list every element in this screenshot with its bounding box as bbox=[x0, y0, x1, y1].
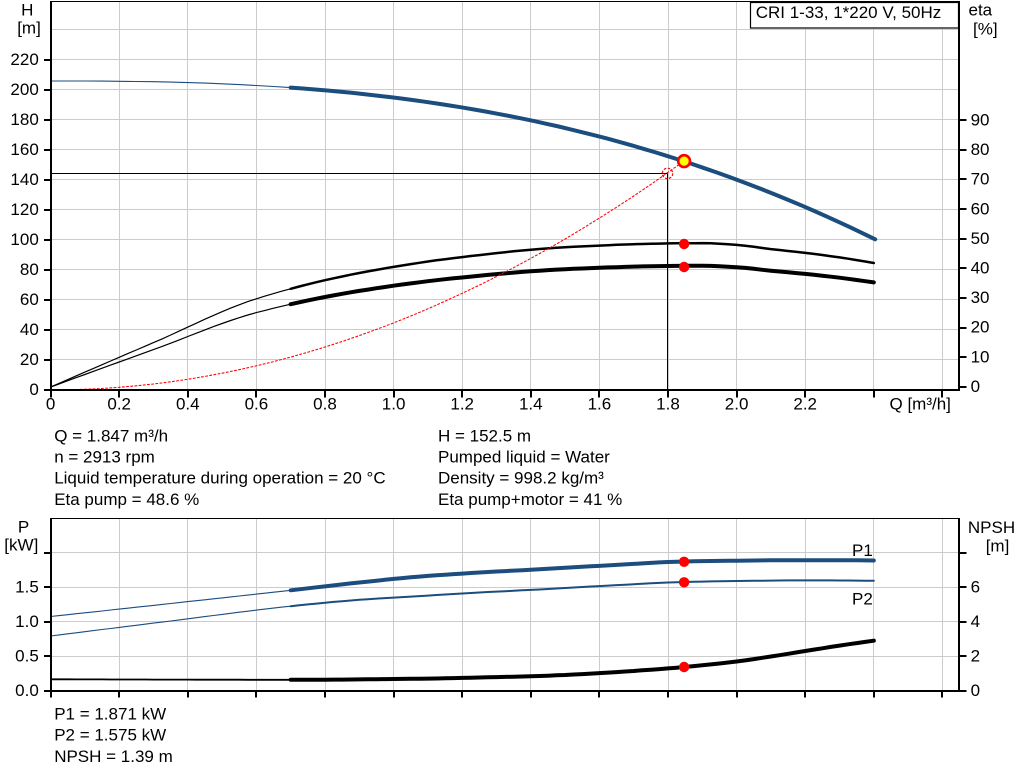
svg-text:60: 60 bbox=[971, 199, 990, 218]
svg-text:P2: P2 bbox=[852, 590, 873, 609]
svg-text:1.0: 1.0 bbox=[15, 612, 39, 631]
svg-text:2.0: 2.0 bbox=[725, 395, 749, 414]
svg-text:H: H bbox=[21, 0, 33, 19]
svg-text:0.0: 0.0 bbox=[15, 681, 39, 700]
svg-text:0: 0 bbox=[29, 380, 38, 399]
svg-text:2: 2 bbox=[971, 647, 980, 666]
svg-text:0.5: 0.5 bbox=[15, 647, 39, 666]
svg-text:220: 220 bbox=[10, 50, 38, 69]
svg-text:2.2: 2.2 bbox=[793, 395, 817, 414]
svg-text:H = 152.5 m: H = 152.5 m bbox=[438, 426, 531, 445]
svg-text:P: P bbox=[18, 517, 29, 536]
svg-text:200: 200 bbox=[10, 80, 38, 99]
svg-text:0.6: 0.6 bbox=[245, 395, 269, 414]
svg-text:Q [m³/h]: Q [m³/h] bbox=[890, 395, 951, 414]
svg-text:60: 60 bbox=[20, 290, 39, 309]
svg-text:1.2: 1.2 bbox=[450, 395, 474, 414]
svg-text:[m]: [m] bbox=[17, 19, 41, 38]
svg-text:eta: eta bbox=[969, 0, 993, 19]
svg-text:0.8: 0.8 bbox=[313, 395, 337, 414]
svg-text:20: 20 bbox=[20, 350, 39, 369]
svg-text:NPSH = 1.39 m: NPSH = 1.39 m bbox=[54, 747, 173, 766]
svg-text:0: 0 bbox=[971, 681, 980, 700]
svg-text:1.6: 1.6 bbox=[588, 395, 612, 414]
svg-text:[%]: [%] bbox=[973, 20, 998, 39]
svg-text:n = 2913 rpm: n = 2913 rpm bbox=[54, 448, 155, 467]
svg-text:1.5: 1.5 bbox=[15, 577, 39, 596]
svg-text:70: 70 bbox=[971, 170, 990, 189]
svg-text:20: 20 bbox=[971, 318, 990, 337]
svg-text:P1: P1 bbox=[852, 541, 873, 560]
svg-text:[m]: [m] bbox=[986, 537, 1010, 556]
svg-text:160: 160 bbox=[10, 140, 38, 159]
svg-text:80: 80 bbox=[971, 140, 990, 159]
svg-text:NPSH: NPSH bbox=[968, 518, 1015, 537]
svg-text:140: 140 bbox=[10, 170, 38, 189]
svg-text:30: 30 bbox=[971, 288, 990, 307]
svg-text:1.0: 1.0 bbox=[382, 395, 406, 414]
svg-text:Eta pump = 48.6 %: Eta pump = 48.6 % bbox=[54, 490, 199, 509]
svg-text:Density = 998.2 kg/m³: Density = 998.2 kg/m³ bbox=[438, 469, 604, 488]
svg-text:Liquid temperature during oper: Liquid temperature during operation = 20… bbox=[54, 469, 385, 488]
svg-text:50: 50 bbox=[971, 229, 990, 248]
svg-text:10: 10 bbox=[971, 347, 990, 366]
svg-text:[kW]: [kW] bbox=[4, 536, 38, 555]
svg-text:80: 80 bbox=[20, 260, 39, 279]
svg-text:Pumped liquid = Water: Pumped liquid = Water bbox=[438, 448, 610, 467]
svg-text:CRI 1-33, 1*220 V, 50Hz: CRI 1-33, 1*220 V, 50Hz bbox=[756, 3, 942, 22]
svg-text:40: 40 bbox=[971, 259, 990, 278]
svg-text:4: 4 bbox=[971, 612, 980, 631]
svg-text:1.8: 1.8 bbox=[656, 395, 680, 414]
svg-text:Eta pump+motor = 41 %: Eta pump+motor = 41 % bbox=[438, 490, 622, 509]
svg-text:Q = 1.847 m³/h: Q = 1.847 m³/h bbox=[54, 426, 168, 445]
svg-text:0: 0 bbox=[46, 395, 55, 414]
svg-text:0.2: 0.2 bbox=[107, 395, 131, 414]
svg-text:120: 120 bbox=[10, 200, 38, 219]
svg-text:100: 100 bbox=[10, 230, 38, 249]
svg-text:40: 40 bbox=[20, 320, 39, 339]
svg-text:P2 = 1.575 kW: P2 = 1.575 kW bbox=[54, 726, 166, 745]
svg-text:180: 180 bbox=[10, 110, 38, 129]
svg-text:90: 90 bbox=[971, 111, 990, 130]
svg-text:0.4: 0.4 bbox=[176, 395, 200, 414]
svg-text:0: 0 bbox=[971, 377, 980, 396]
svg-text:6: 6 bbox=[971, 577, 980, 596]
svg-text:1.4: 1.4 bbox=[519, 395, 543, 414]
svg-text:P1 = 1.871 kW: P1 = 1.871 kW bbox=[54, 705, 166, 724]
